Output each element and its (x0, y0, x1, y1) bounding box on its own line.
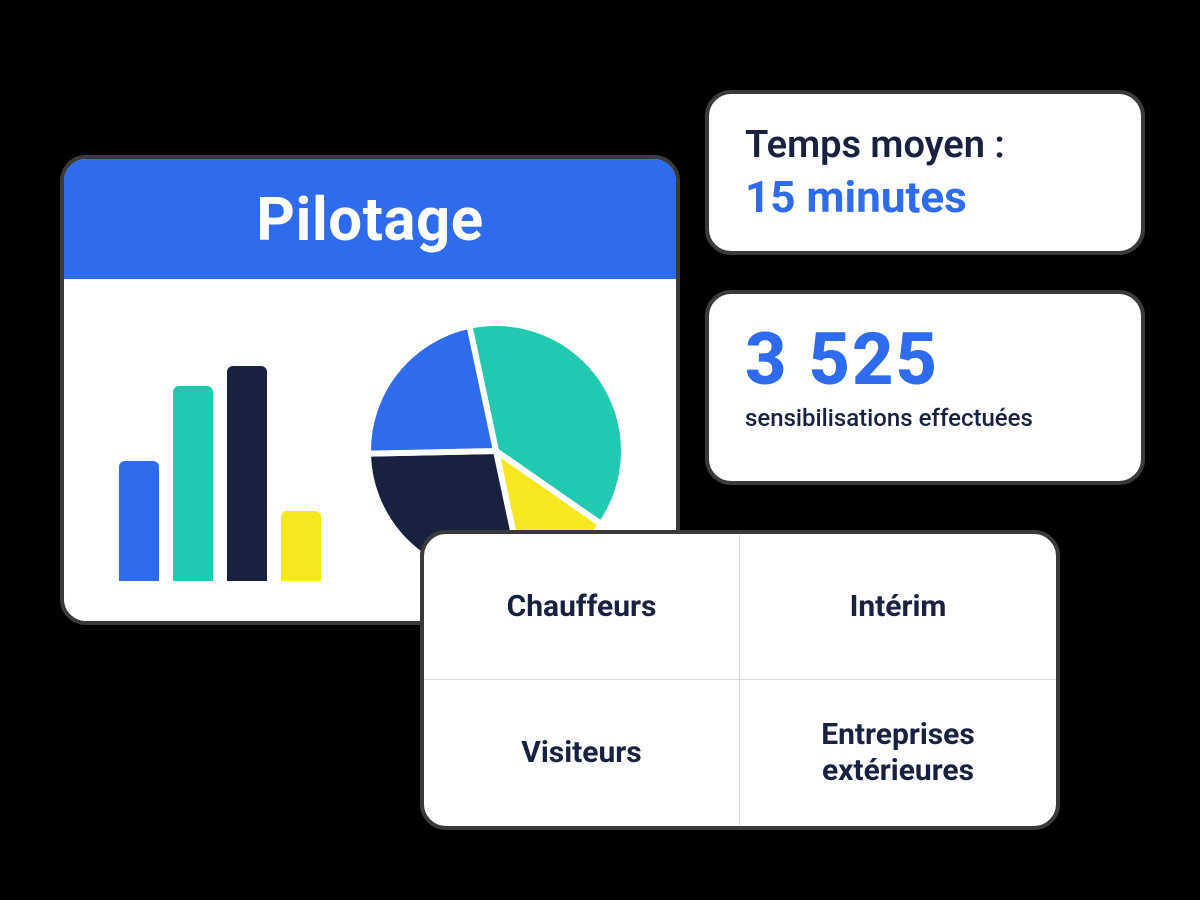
count-label: sensibilisations effectuées (745, 404, 1105, 432)
bar (173, 386, 213, 581)
count-card: 3 525 sensibilisations effectuées (705, 290, 1145, 485)
category-cell-chauffeurs[interactable]: Chauffeurs (424, 534, 740, 680)
pilotage-title: Pilotage (256, 184, 483, 255)
bar (227, 366, 267, 581)
category-cell-visiteurs[interactable]: Visiteurs (424, 680, 740, 826)
categories-card: Chauffeurs Intérim Visiteurs Entreprises… (420, 530, 1060, 830)
dashboard-mock: Pilotage Temps moyen : 15 minutes 3 525 … (0, 0, 1200, 900)
pilotage-header: Pilotage (64, 159, 676, 279)
category-cell-entreprises-exterieures[interactable]: Entreprisesextérieures (740, 680, 1056, 826)
average-time-card: Temps moyen : 15 minutes (705, 90, 1145, 255)
count-value: 3 525 (745, 322, 1105, 398)
average-time-label: Temps moyen : (745, 122, 1105, 170)
average-time-value: 15 minutes (745, 170, 1105, 225)
bar (119, 461, 159, 581)
bar (281, 511, 321, 581)
categories-grid: Chauffeurs Intérim Visiteurs Entreprises… (424, 534, 1056, 826)
category-cell-interim[interactable]: Intérim (740, 534, 1056, 680)
bar-chart (119, 366, 321, 581)
